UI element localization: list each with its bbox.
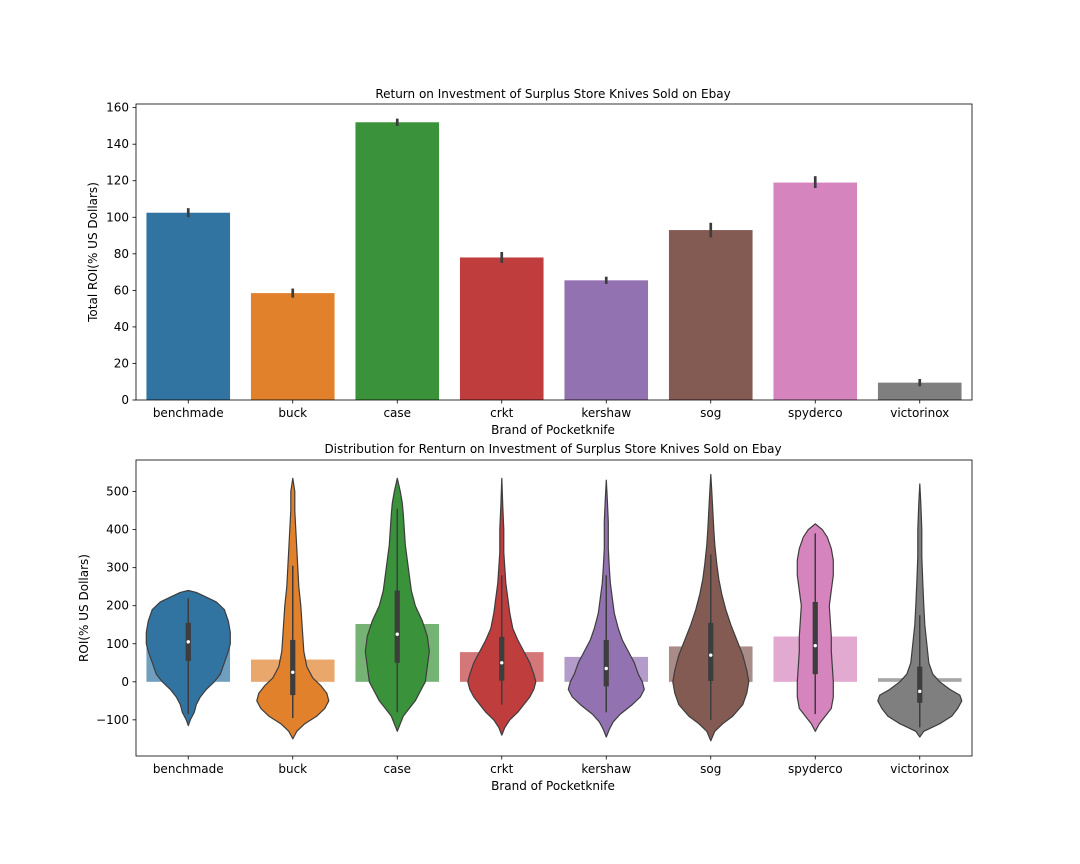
x-tick-label: sog — [700, 762, 721, 776]
y-tick-label: 0 — [121, 393, 129, 407]
violin-chart: Distribution for Renturn on Investment o… — [77, 442, 973, 793]
y-tick-label: 80 — [114, 247, 129, 261]
y-tick-label: 100 — [106, 637, 129, 651]
x-tick-label: crkt — [490, 406, 513, 420]
violin-iqr-buck — [290, 639, 296, 696]
violin-median-kershaw — [604, 666, 608, 671]
violin-x-axis-label: Brand of Pocketknife — [491, 779, 615, 793]
y-tick-label: 60 — [114, 283, 129, 297]
x-tick-label: benchmade — [153, 406, 224, 420]
x-tick-label: spyderco — [788, 406, 843, 420]
bar-spyderco — [773, 182, 858, 400]
violin-median-sog — [709, 653, 713, 657]
y-tick-label: 40 — [114, 320, 129, 334]
x-tick-label: benchmade — [153, 762, 224, 776]
violin-victorinox — [877, 483, 963, 738]
x-tick-label: victorinox — [890, 406, 949, 420]
x-tick-label: victorinox — [890, 762, 949, 776]
y-tick-label: 20 — [114, 356, 129, 370]
violin-y-ticks: −100 0 100 200 300 400 500 — [96, 485, 136, 727]
violin-y-axis-label: ROI(% US Dollars) — [77, 554, 91, 662]
x-tick-label: sog — [700, 406, 721, 420]
x-tick-label: case — [383, 762, 411, 776]
violin-iqr-spyderco — [812, 601, 818, 675]
y-tick-label: 500 — [106, 485, 129, 499]
y-tick-label: 200 — [106, 599, 129, 613]
violin-iqr-case — [394, 590, 400, 663]
bar-chart: Return on Investment of Surplus Store Kn… — [86, 87, 973, 437]
bar-buck — [250, 293, 335, 400]
x-tick-label: buck — [278, 762, 307, 776]
violin-iqr-sog — [708, 622, 714, 682]
bar-y-ticks: 0 20 40 60 80 100 120 140 160 — [106, 101, 136, 407]
violin-chart-frame — [135, 459, 973, 757]
y-tick-label: −100 — [96, 713, 129, 727]
x-tick-label: kershaw — [581, 762, 631, 776]
bar-x-axis-label: Brand of Pocketknife — [491, 423, 615, 437]
violin-iqr-kershaw — [603, 639, 609, 687]
bar-sog — [668, 230, 753, 400]
violin-median-crkt — [500, 661, 504, 665]
y-tick-label: 120 — [106, 174, 129, 188]
x-tick-label: spyderco — [788, 762, 843, 776]
violin-median-case — [395, 632, 399, 636]
x-tick-label: crkt — [490, 762, 513, 776]
violin-iqr-crkt — [499, 636, 505, 681]
x-tick-label: kershaw — [581, 406, 631, 420]
y-tick-label: 300 — [106, 561, 129, 575]
bar-y-axis-label: Total ROI(% US Dollars) — [86, 182, 100, 323]
violin-median-victorinox — [918, 689, 922, 694]
bar-chart-title: Return on Investment of Surplus Store Kn… — [375, 87, 730, 101]
y-tick-label: 400 — [106, 523, 129, 537]
x-tick-label: buck — [278, 406, 307, 420]
bar-x-ticks: benchmade buck case crkt kershaw sog spyderco v… — [153, 400, 949, 420]
y-tick-label: 140 — [106, 137, 129, 151]
violin-series — [145, 473, 963, 742]
bar-victorinox — [877, 382, 962, 400]
y-tick-label: 160 — [106, 101, 129, 115]
y-tick-label: 100 — [106, 210, 129, 224]
violin-overlay-bars — [146, 623, 962, 682]
bar-crkt — [459, 257, 544, 400]
bar-benchmade — [146, 212, 231, 400]
bar-kershaw — [564, 280, 649, 400]
y-tick-label: 0 — [121, 675, 129, 689]
bar-series — [146, 118, 962, 400]
x-tick-label: case — [383, 406, 411, 420]
violin-chart-title: Distribution for Renturn on Investment o… — [324, 442, 781, 456]
violin-median-buck — [291, 670, 295, 674]
violin-x-ticks: benchmade buck case crkt kershaw sog spyderco v… — [153, 756, 949, 776]
bar-case — [355, 122, 440, 400]
violin-iqr-victorinox — [917, 666, 923, 703]
violin-median-spyderco — [813, 643, 817, 648]
violin-median-benchmade — [186, 640, 190, 644]
bar-chart-frame — [135, 103, 973, 401]
